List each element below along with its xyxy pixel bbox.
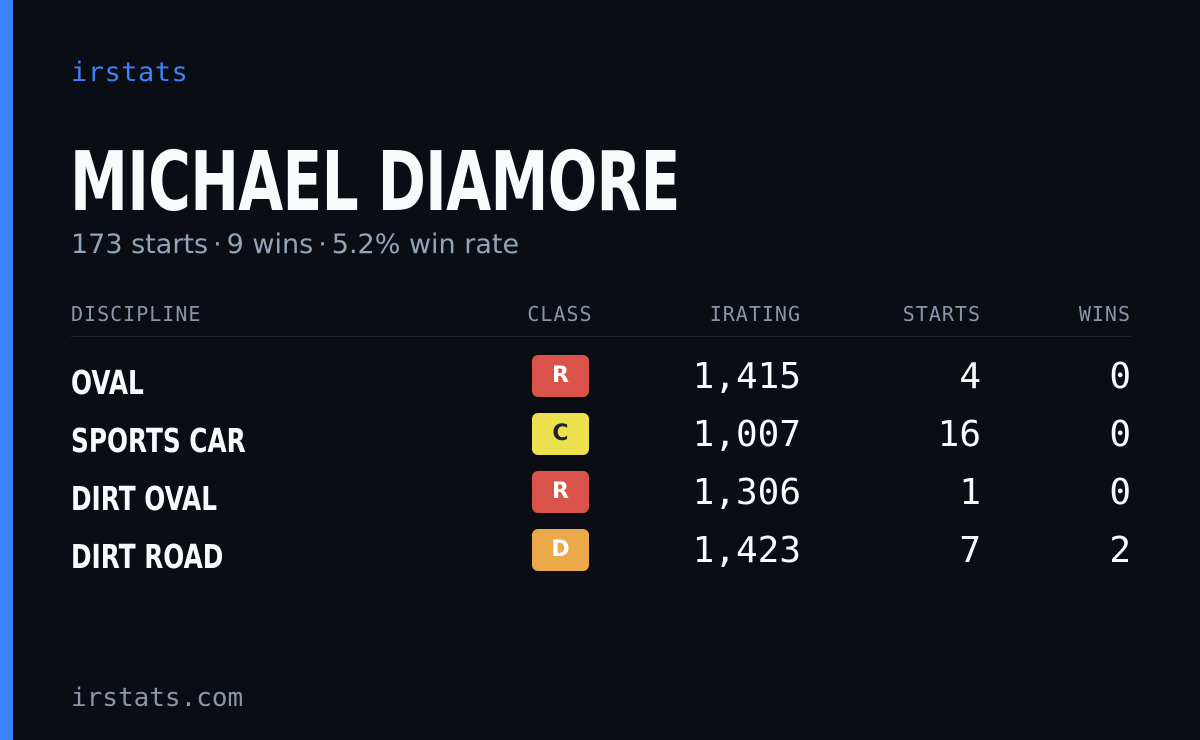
summary-wins: 9 wins [226,229,314,260]
license-class-badge: R [532,355,589,397]
discipline-name: DIRT OVAL [71,479,217,518]
irating-value: 1,423 [692,530,801,571]
footer-url: irstats.com [71,683,244,713]
summary-starts: 173 starts [71,229,209,260]
header-starts: STARTS [902,302,981,326]
starts-value: 16 [937,414,981,455]
header-irating: IRATING [709,302,801,326]
wins-value: 0 [1109,414,1131,455]
header-wins: WINS [1078,302,1131,326]
discipline-name: SPORTS CAR [71,421,246,460]
table-row: DIRT ROAD D 1,423 7 2 [71,527,1131,585]
summary-line: 173 starts · 9 wins · 5.2% win rate [71,226,519,264]
accent-bar [0,0,13,740]
discipline-name: OVAL [71,363,144,402]
summary-separator: · [213,229,222,260]
table-body: OVAL R 1,415 4 0 SPORTS CAR C 1,007 16 0… [71,353,1131,585]
summary-separator: · [318,229,327,260]
wins-value: 0 [1109,472,1131,513]
irating-value: 1,306 [692,472,801,513]
irating-value: 1,007 [692,414,801,455]
starts-value: 4 [959,356,981,397]
header-class: CLASS [527,302,593,326]
header-discipline: DISCIPLINE [71,302,202,326]
summary-win-rate: 5.2% win rate [331,229,520,260]
table-row: DIRT OVAL R 1,306 1 0 [71,469,1131,527]
table-header: DISCIPLINE CLASS IRATING STARTS WINS [71,296,1131,337]
license-class-badge: R [532,471,589,513]
license-class-badge: C [532,413,589,455]
wins-value: 0 [1109,356,1131,397]
starts-value: 7 [959,530,981,571]
driver-name: MICHAEL DIAMORE [70,135,680,230]
wins-value: 2 [1109,530,1131,571]
table-row: OVAL R 1,415 4 0 [71,353,1131,411]
irating-value: 1,415 [692,356,801,397]
table-row: SPORTS CAR C 1,007 16 0 [71,411,1131,469]
starts-value: 1 [959,472,981,513]
stats-table: DISCIPLINE CLASS IRATING STARTS WINS OVA… [71,296,1131,585]
brand-logo: irstats [71,57,189,88]
discipline-name: DIRT ROAD [71,537,224,576]
license-class-badge: D [532,529,589,571]
